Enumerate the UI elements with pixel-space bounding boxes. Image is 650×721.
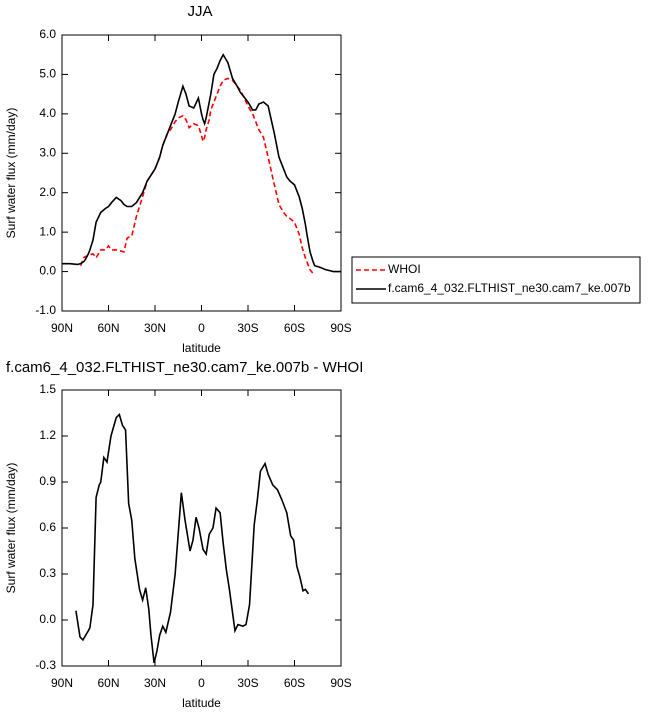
y-tick-label: -0.3 <box>35 658 56 672</box>
y-tick-label: 0.3 <box>39 566 56 580</box>
x-tick-label: 60N <box>97 676 119 690</box>
x-tick-label: 90N <box>51 321 73 335</box>
x-tick-label: 90S <box>330 676 351 690</box>
chart-title: JJA <box>187 3 212 20</box>
x-tick-label: 60N <box>97 321 119 335</box>
y-tick-label: 4.0 <box>39 106 56 120</box>
legend-box <box>351 256 641 304</box>
y-axis-label: Surf water flux (mm/day) <box>4 108 18 239</box>
y-tick-label: 0.0 <box>39 612 56 626</box>
x-tick-label: 30S <box>237 676 258 690</box>
x-tick-label: 90N <box>51 676 73 690</box>
chart-title: f.cam6_4_032.FLTHIST_ne30.cam7_ke.007b -… <box>6 359 363 376</box>
y-tick-label: -1.0 <box>35 303 56 317</box>
x-tick-label: 0 <box>198 676 205 690</box>
y-tick-label: 0.6 <box>39 520 56 534</box>
x-tick-label: 0 <box>198 321 205 335</box>
plot-frame <box>61 389 342 667</box>
y-tick-label: 1.2 <box>39 428 56 442</box>
y-tick-label: 1.5 <box>39 382 56 396</box>
x-axis-label: latitude <box>182 341 221 355</box>
y-tick-label: 6.0 <box>39 27 56 41</box>
x-tick-label: 90S <box>330 321 351 335</box>
y-tick-label: 3.0 <box>39 145 56 159</box>
y-tick-label: 1.0 <box>39 224 56 238</box>
x-tick-label: 30N <box>144 321 166 335</box>
plot-frame <box>61 34 342 312</box>
y-tick-label: 0.0 <box>39 264 56 278</box>
x-tick-label: 60S <box>284 321 305 335</box>
x-axis-label: latitude <box>182 696 221 710</box>
x-tick-label: 30N <box>144 676 166 690</box>
y-tick-label: 5.0 <box>39 67 56 81</box>
data-line <box>79 77 314 275</box>
x-tick-label: 60S <box>284 676 305 690</box>
data-line <box>75 413 310 664</box>
x-tick-label: 30S <box>237 321 258 335</box>
y-tick-label: 0.9 <box>39 474 56 488</box>
y-axis-label: Surf water flux (mm/day) <box>4 463 18 594</box>
legend-label: WHOI <box>388 262 421 276</box>
y-tick-label: 2.0 <box>39 185 56 199</box>
data-line <box>62 53 341 273</box>
legend-label: f.cam6_4_032.FLTHIST_ne30.cam7_ke.007b <box>388 281 631 295</box>
